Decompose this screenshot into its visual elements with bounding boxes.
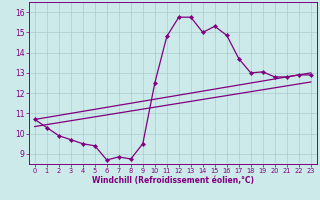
X-axis label: Windchill (Refroidissement éolien,°C): Windchill (Refroidissement éolien,°C) — [92, 176, 254, 185]
